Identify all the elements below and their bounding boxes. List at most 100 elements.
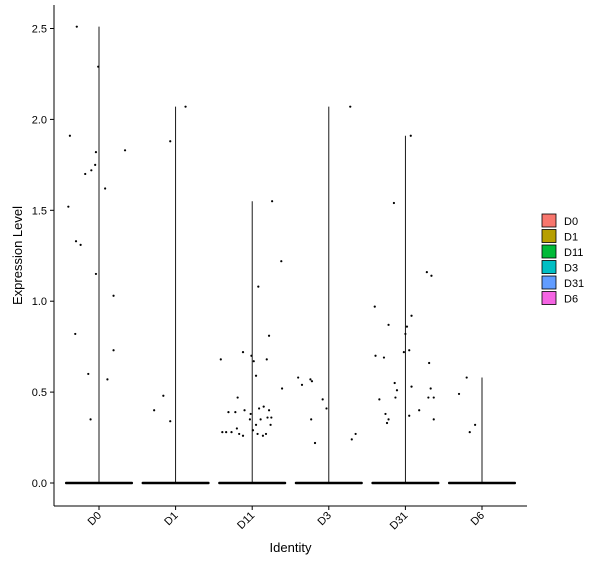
data-point [425, 271, 428, 274]
x-tick-label: D0 [86, 510, 104, 528]
data-point [234, 410, 237, 414]
data-point [262, 405, 265, 408]
data-point [227, 410, 230, 414]
data-point [221, 430, 224, 434]
data-point [238, 432, 241, 436]
x-tick-label: D31 [388, 510, 411, 533]
data-point [349, 105, 352, 108]
data-point [297, 376, 300, 379]
legend-swatch [541, 291, 557, 305]
data-point [94, 272, 98, 276]
data-point [325, 407, 328, 410]
data-point [309, 378, 312, 381]
y-tick-label: 0.0 [32, 478, 47, 490]
data-point [241, 351, 245, 354]
data-point [112, 294, 115, 297]
violin-base [371, 481, 440, 485]
data-point [267, 409, 271, 412]
data-point [432, 396, 435, 399]
data-point [374, 354, 377, 357]
data-point [409, 134, 412, 137]
data-point [97, 65, 100, 68]
data-point [408, 349, 411, 352]
data-point [280, 387, 284, 390]
data-point [430, 274, 433, 277]
legend-label: D0 [564, 216, 578, 228]
data-point [310, 418, 313, 421]
data-point [427, 396, 430, 399]
data-point [408, 414, 411, 417]
data-point [429, 387, 432, 390]
data-point [392, 201, 396, 205]
data-point [112, 349, 115, 352]
data-point [106, 378, 109, 381]
data-point [474, 423, 477, 426]
data-point [394, 396, 397, 399]
data-point [68, 134, 71, 137]
violin-base [65, 481, 133, 485]
data-point [378, 398, 381, 401]
data-point [90, 169, 93, 172]
data-point [75, 25, 78, 28]
data-point [269, 423, 272, 426]
x-tick-label: D6 [469, 510, 487, 528]
y-tick-label: 2.0 [32, 114, 47, 126]
data-point [468, 430, 471, 434]
y-axis-ticks: 0.0 0.5 1.0 1.5 2.0 2.5 [32, 24, 54, 490]
data-point [257, 407, 261, 410]
x-axis-title: Identity [270, 540, 312, 555]
data-point [84, 172, 87, 176]
x-tick-label: D11 [235, 510, 257, 532]
data-point [410, 385, 413, 388]
data-point [280, 260, 283, 263]
violin-base [448, 481, 516, 485]
violin-base [294, 481, 363, 485]
y-tick-label: 1.5 [32, 205, 47, 217]
violin-series [65, 26, 516, 485]
data-point [104, 187, 107, 190]
data-point [428, 361, 431, 365]
legend-label: D1 [564, 232, 578, 244]
data-point [393, 381, 396, 385]
data-point [382, 356, 386, 359]
x-tick-label: D1 [162, 510, 180, 528]
data-point [266, 416, 269, 419]
data-point [87, 372, 90, 376]
violin-base [141, 481, 210, 485]
data-point [74, 332, 77, 336]
data-point [410, 314, 413, 317]
data-point [252, 360, 255, 363]
legend-swatch [541, 229, 557, 243]
data-point [465, 376, 468, 379]
data-point [313, 441, 317, 445]
data-point [373, 305, 376, 308]
data-point [259, 418, 262, 421]
data-point [387, 323, 390, 326]
data-point [457, 392, 461, 396]
legend: D0 D1 D11 D3 D31 D6 [541, 213, 584, 306]
data-point [257, 285, 260, 288]
y-axis-title: Expression Level [10, 206, 25, 305]
data-point [310, 380, 314, 383]
data-point [162, 394, 165, 397]
data-point [321, 398, 324, 401]
data-point [404, 332, 407, 336]
y-tick-label: 0.5 [32, 387, 47, 399]
data-point [395, 389, 399, 392]
data-point [243, 409, 246, 412]
data-point [350, 438, 353, 441]
y-tick-label: 1.0 [32, 296, 47, 308]
data-point [384, 412, 387, 416]
data-point [270, 416, 273, 419]
data-point [94, 151, 98, 154]
data-point [94, 163, 97, 166]
data-point [219, 358, 222, 361]
data-point [184, 105, 187, 108]
x-tick-label: D3 [315, 510, 333, 528]
data-point [254, 374, 258, 377]
data-point [385, 421, 389, 425]
y-tick-label: 2.5 [32, 24, 47, 36]
data-point [79, 243, 82, 246]
data-point [261, 434, 265, 437]
